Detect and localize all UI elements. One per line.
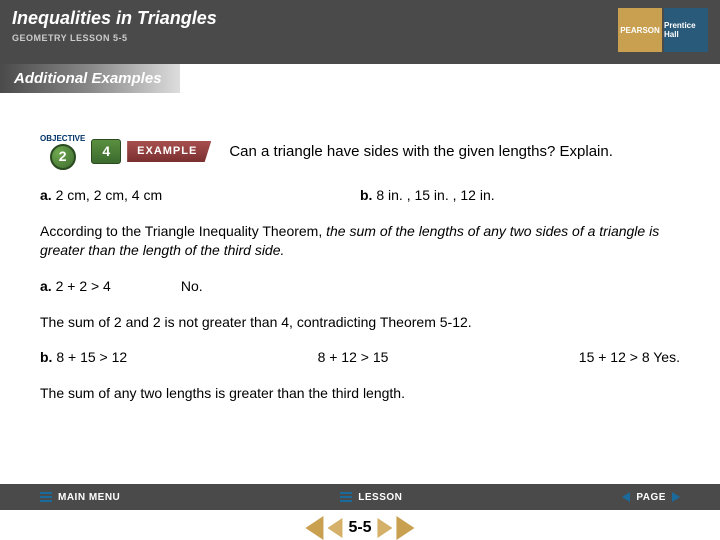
menu-icon bbox=[40, 492, 52, 502]
theorem-lead: According to the Triangle Inequality The… bbox=[40, 223, 326, 239]
question-text: Can a triangle have sides with the given… bbox=[229, 141, 613, 162]
work-a-label: a. bbox=[40, 278, 52, 294]
nav-next-inner-icon[interactable] bbox=[378, 518, 393, 538]
example-number: 4 bbox=[91, 139, 121, 165]
main-menu-button[interactable]: MAIN MENU bbox=[40, 492, 120, 503]
lesson-number: 5-5 bbox=[340, 519, 379, 537]
explain-b: The sum of any two lengths is greater th… bbox=[40, 384, 680, 404]
lesson-label: LESSON bbox=[358, 492, 402, 503]
page-title: Inequalities in Triangles bbox=[12, 8, 217, 29]
item-a: a. 2 cm, 2 cm, 4 cm bbox=[40, 186, 360, 206]
content-area: OBJECTIVE 2 4 EXAMPLE Can a triangle hav… bbox=[0, 93, 720, 403]
item-a-text: 2 cm, 2 cm, 4 cm bbox=[52, 187, 162, 203]
work-a-expr: 2 + 2 > 4 bbox=[52, 278, 111, 294]
example-label: EXAMPLE bbox=[127, 141, 211, 162]
item-a-label: a. bbox=[40, 187, 52, 203]
work-a: a. 2 + 2 > 4 bbox=[40, 277, 111, 297]
nav-prev-outer-icon[interactable] bbox=[305, 516, 323, 540]
item-b-text: 8 in. , 15 in. , 12 in. bbox=[372, 187, 494, 203]
additional-examples-banner: Additional Examples bbox=[0, 64, 180, 93]
given-items-row: a. 2 cm, 2 cm, 4 cm b. 8 in. , 15 in. , … bbox=[40, 186, 680, 206]
logo-pearson: PEARSON bbox=[618, 8, 662, 52]
page-prev-icon[interactable] bbox=[622, 492, 630, 502]
logo-prentice-hall: Prentice Hall bbox=[664, 8, 708, 52]
objective-number: 2 bbox=[50, 144, 76, 170]
publisher-logo: PEARSON Prentice Hall bbox=[618, 8, 708, 52]
bottom-bar: MAIN MENU LESSON PAGE bbox=[0, 484, 720, 510]
lesson-button[interactable]: LESSON bbox=[340, 492, 402, 503]
work-b-e1: 8 + 15 > 12 bbox=[52, 349, 127, 365]
work-b-row: b. 8 + 15 > 12 8 + 12 > 15 15 + 12 > 8 Y… bbox=[40, 348, 680, 368]
page-label: PAGE bbox=[636, 492, 666, 503]
work-b-e2: 8 + 12 > 15 bbox=[318, 348, 389, 368]
page-next-icon[interactable] bbox=[672, 492, 680, 502]
objective-badge: OBJECTIVE 2 bbox=[40, 133, 85, 170]
item-b: b. 8 in. , 15 in. , 12 in. bbox=[360, 186, 680, 206]
work-a-row: a. 2 + 2 > 4 No. bbox=[40, 277, 680, 297]
example-header: OBJECTIVE 2 4 EXAMPLE Can a triangle hav… bbox=[40, 133, 680, 170]
lesson-nav: 5-5 bbox=[305, 516, 414, 540]
theorem-paragraph: According to the Triangle Inequality The… bbox=[40, 222, 680, 261]
header-bar: Inequalities in Triangles GEOMETRY LESSO… bbox=[0, 0, 720, 64]
header-left: Inequalities in Triangles GEOMETRY LESSO… bbox=[12, 8, 217, 43]
nav-next-outer-icon[interactable] bbox=[397, 516, 415, 540]
work-b-1: b. 8 + 15 > 12 bbox=[40, 348, 127, 368]
page-subtitle: GEOMETRY LESSON 5-5 bbox=[12, 33, 217, 43]
work-b-e3: 15 + 12 > 8 Yes. bbox=[579, 348, 680, 368]
lesson-icon bbox=[340, 492, 352, 502]
explain-a: The sum of 2 and 2 is not greater than 4… bbox=[40, 313, 680, 333]
objective-label: OBJECTIVE bbox=[40, 133, 85, 144]
page-nav: PAGE bbox=[622, 492, 680, 503]
answer-a: No. bbox=[181, 277, 203, 297]
work-b-label: b. bbox=[40, 349, 52, 365]
main-menu-label: MAIN MENU bbox=[58, 492, 120, 503]
item-b-label: b. bbox=[360, 187, 372, 203]
